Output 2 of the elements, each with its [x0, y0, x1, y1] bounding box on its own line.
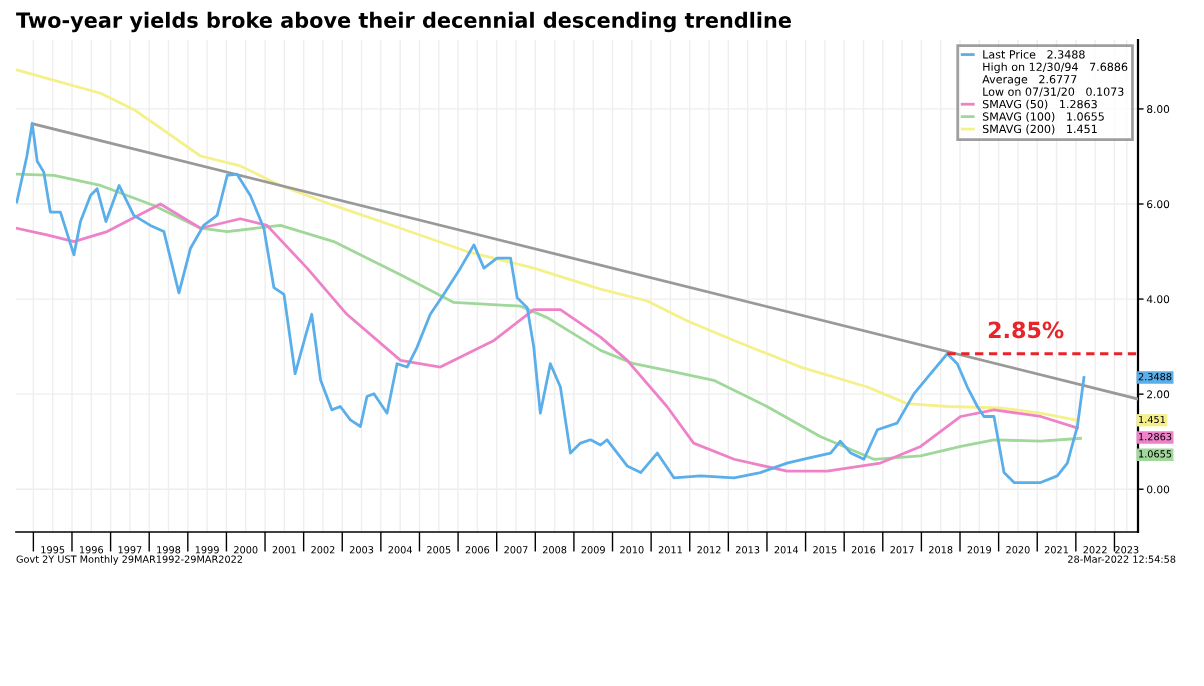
annotation: 2.85% [988, 321, 1064, 339]
chart-title: Two-year yields broke above their decennial descending trendline [16, 11, 791, 33]
